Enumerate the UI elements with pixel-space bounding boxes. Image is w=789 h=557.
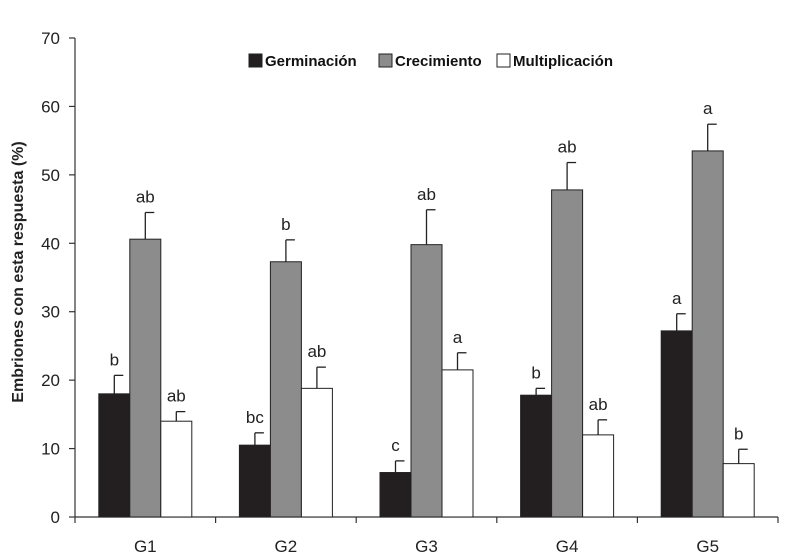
y-tick-label: 40 (41, 234, 60, 253)
x-tick-label: G2 (275, 537, 298, 556)
significance-label: a (703, 99, 713, 118)
significance-label: ab (307, 342, 326, 361)
significance-label: a (453, 328, 463, 347)
legend: Germinación Crecimiento Multiplicación (248, 53, 613, 70)
x-tick-label: G3 (415, 537, 438, 556)
bar-multiplicación (160, 420, 193, 518)
significance-label: b (281, 215, 290, 234)
significance-label: b (531, 363, 540, 382)
y-tick-label: 0 (51, 508, 60, 527)
bar-germinación (98, 393, 131, 518)
legend-label: Multiplicación (513, 53, 613, 70)
significance-label: bc (246, 408, 264, 427)
significance-label: b (110, 350, 119, 369)
axes: 0 10 20 30 40 50 60 70 G1 G2 G3 G4 G5 (41, 29, 779, 556)
bar-multiplicación (582, 434, 615, 518)
legend-label: Crecimiento (395, 53, 482, 70)
significance-label: ab (417, 185, 436, 204)
significance-label: ab (558, 138, 577, 157)
bar-multiplicación (722, 463, 755, 518)
legend-swatch-crecimiento (378, 53, 393, 68)
bar-multiplicación (441, 369, 474, 518)
x-tick-label: G5 (696, 537, 719, 556)
bar-germinación (379, 472, 412, 518)
bar-germinación (238, 444, 271, 518)
significance-label: b (734, 424, 743, 443)
bar-crecimiento (551, 189, 584, 518)
x-tick-label: G1 (134, 537, 157, 556)
y-tick-label: 10 (41, 440, 60, 459)
legend-swatch-multiplicación (496, 53, 511, 68)
significance-label: a (672, 289, 682, 308)
bar-crecimiento (129, 238, 162, 518)
significance-label: ab (167, 387, 186, 406)
y-axis-title: Embriones con esta respuesta (%) (10, 141, 27, 402)
significance-label: ab (589, 395, 608, 414)
y-tick-label: 70 (41, 29, 60, 48)
legend-label: Germinación (265, 53, 357, 70)
y-tick-label: 20 (41, 371, 60, 390)
bar-crecimiento (691, 150, 724, 518)
bar-germinación (520, 394, 553, 518)
x-tick-label: G4 (556, 537, 579, 556)
bar-germinación (660, 330, 693, 518)
bar-multiplicación (300, 387, 333, 518)
y-tick-label: 50 (41, 166, 60, 185)
significance-label: c (391, 436, 400, 455)
legend-swatch-germinación (248, 53, 263, 68)
bar-crecimiento (269, 261, 302, 518)
significance-label: ab (136, 187, 155, 206)
y-tick-label: 60 (41, 97, 60, 116)
bar-crecimiento (410, 244, 443, 518)
y-tick-label: 30 (41, 303, 60, 322)
